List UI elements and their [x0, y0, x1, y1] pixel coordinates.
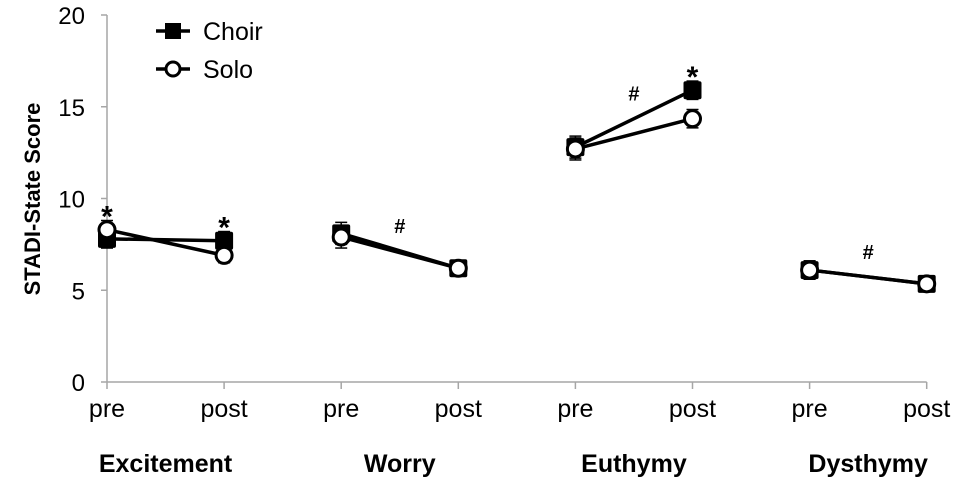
x-tick-label: pre: [89, 395, 125, 423]
legend-label-solo: Solo: [203, 56, 253, 84]
open-circle-marker-icon: [565, 139, 585, 159]
x-tick-label: post: [903, 395, 950, 423]
significance-hash: #: [628, 84, 639, 106]
x-tick-label: post: [200, 395, 247, 423]
open-circle-marker-icon: [97, 220, 117, 240]
y-axis-label: STADI-State Score: [20, 103, 45, 296]
series-line-choir: [574, 88, 694, 149]
x-axis: pre post pre post pre post pre post Excitement Wo…: [89, 381, 950, 478]
y-tick-label: 10: [58, 187, 85, 214]
group-label-euthymy: Euthymy: [581, 450, 687, 478]
series-line-solo: [574, 116, 693, 151]
data-point-choir: [683, 80, 702, 101]
open-circle-marker-icon: [917, 274, 937, 294]
legend: Choir Solo: [156, 18, 263, 84]
open-circle-marker-icon: [331, 227, 351, 247]
significance-hash: #: [394, 216, 405, 238]
series-line-solo: [106, 227, 225, 258]
data-point-solo: [448, 258, 468, 278]
legend-item-choir: Choir: [156, 18, 263, 46]
group-label-dysthymy: Dysthymy: [808, 450, 928, 478]
filled-square-marker-icon: [683, 81, 702, 100]
open-circle-marker-icon: [448, 258, 468, 278]
group-label-excitement: Excitement: [99, 450, 233, 478]
annotations: * * # # * #: [101, 61, 874, 264]
series-line-choir: [106, 237, 225, 243]
filled-square-marker-icon: [165, 23, 181, 39]
x-tick-label: post: [669, 395, 716, 423]
x-tick-label: pre: [557, 395, 593, 423]
open-circle-marker-icon: [164, 60, 182, 78]
y-tick-label: 15: [58, 95, 85, 122]
significance-hash: #: [863, 242, 874, 264]
x-tick-label: pre: [323, 395, 359, 423]
data-point-solo: [97, 219, 117, 240]
data-point-solo: [683, 108, 702, 129]
y-tick-label: 0: [72, 370, 85, 397]
significance-asterisk: *: [687, 61, 699, 94]
series-line-solo: [340, 235, 459, 270]
y-tick-label: 20: [58, 3, 85, 30]
data-point-solo: [331, 225, 351, 249]
open-circle-marker-icon: [683, 109, 702, 129]
legend-item-solo: Solo: [156, 56, 253, 84]
legend-label-choir: Choir: [203, 18, 263, 46]
data-point-solo: [565, 137, 585, 161]
x-tick-label: pre: [792, 395, 828, 423]
group-label-worry: Worry: [364, 450, 436, 478]
series-layer: [97, 80, 937, 294]
data-point-solo: [214, 245, 234, 265]
open-circle-marker-icon: [800, 260, 820, 280]
open-circle-marker-icon: [214, 245, 234, 265]
series-line-solo: [809, 268, 927, 286]
significance-asterisk: *: [218, 212, 230, 245]
y-tick-label: 5: [72, 278, 85, 305]
data-point-solo: [800, 260, 820, 280]
y-axis: 0 5 10 15 20: [58, 3, 108, 397]
filled-square-marker-icon: [215, 231, 234, 250]
x-tick-label: post: [435, 395, 482, 423]
data-point-solo: [917, 274, 937, 294]
significance-asterisk: *: [101, 201, 113, 234]
